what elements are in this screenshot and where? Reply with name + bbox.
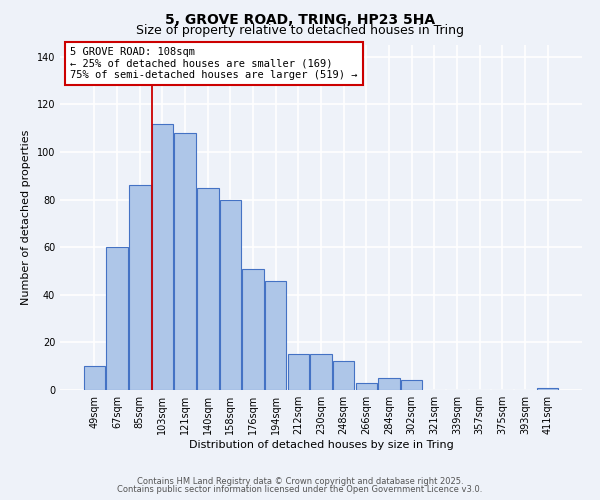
Bar xyxy=(265,280,286,390)
Text: Contains HM Land Registry data © Crown copyright and database right 2025.: Contains HM Land Registry data © Crown c… xyxy=(137,477,463,486)
Text: 5, GROVE ROAD, TRING, HP23 5HA: 5, GROVE ROAD, TRING, HP23 5HA xyxy=(165,12,435,26)
Bar xyxy=(197,188,218,390)
Bar xyxy=(220,200,241,390)
Bar xyxy=(175,133,196,390)
Bar xyxy=(537,388,558,390)
Bar xyxy=(401,380,422,390)
Bar xyxy=(152,124,173,390)
Text: Contains public sector information licensed under the Open Government Licence v3: Contains public sector information licen… xyxy=(118,485,482,494)
Bar xyxy=(242,268,264,390)
Bar xyxy=(310,354,332,390)
Bar xyxy=(378,378,400,390)
Bar xyxy=(106,247,128,390)
Y-axis label: Number of detached properties: Number of detached properties xyxy=(21,130,31,305)
Bar xyxy=(129,186,151,390)
Bar xyxy=(84,366,105,390)
Text: Size of property relative to detached houses in Tring: Size of property relative to detached ho… xyxy=(136,24,464,37)
X-axis label: Distribution of detached houses by size in Tring: Distribution of detached houses by size … xyxy=(188,440,454,450)
Bar xyxy=(333,362,355,390)
Text: 5 GROVE ROAD: 108sqm
← 25% of detached houses are smaller (169)
75% of semi-deta: 5 GROVE ROAD: 108sqm ← 25% of detached h… xyxy=(70,46,358,80)
Bar xyxy=(356,383,377,390)
Bar xyxy=(287,354,309,390)
